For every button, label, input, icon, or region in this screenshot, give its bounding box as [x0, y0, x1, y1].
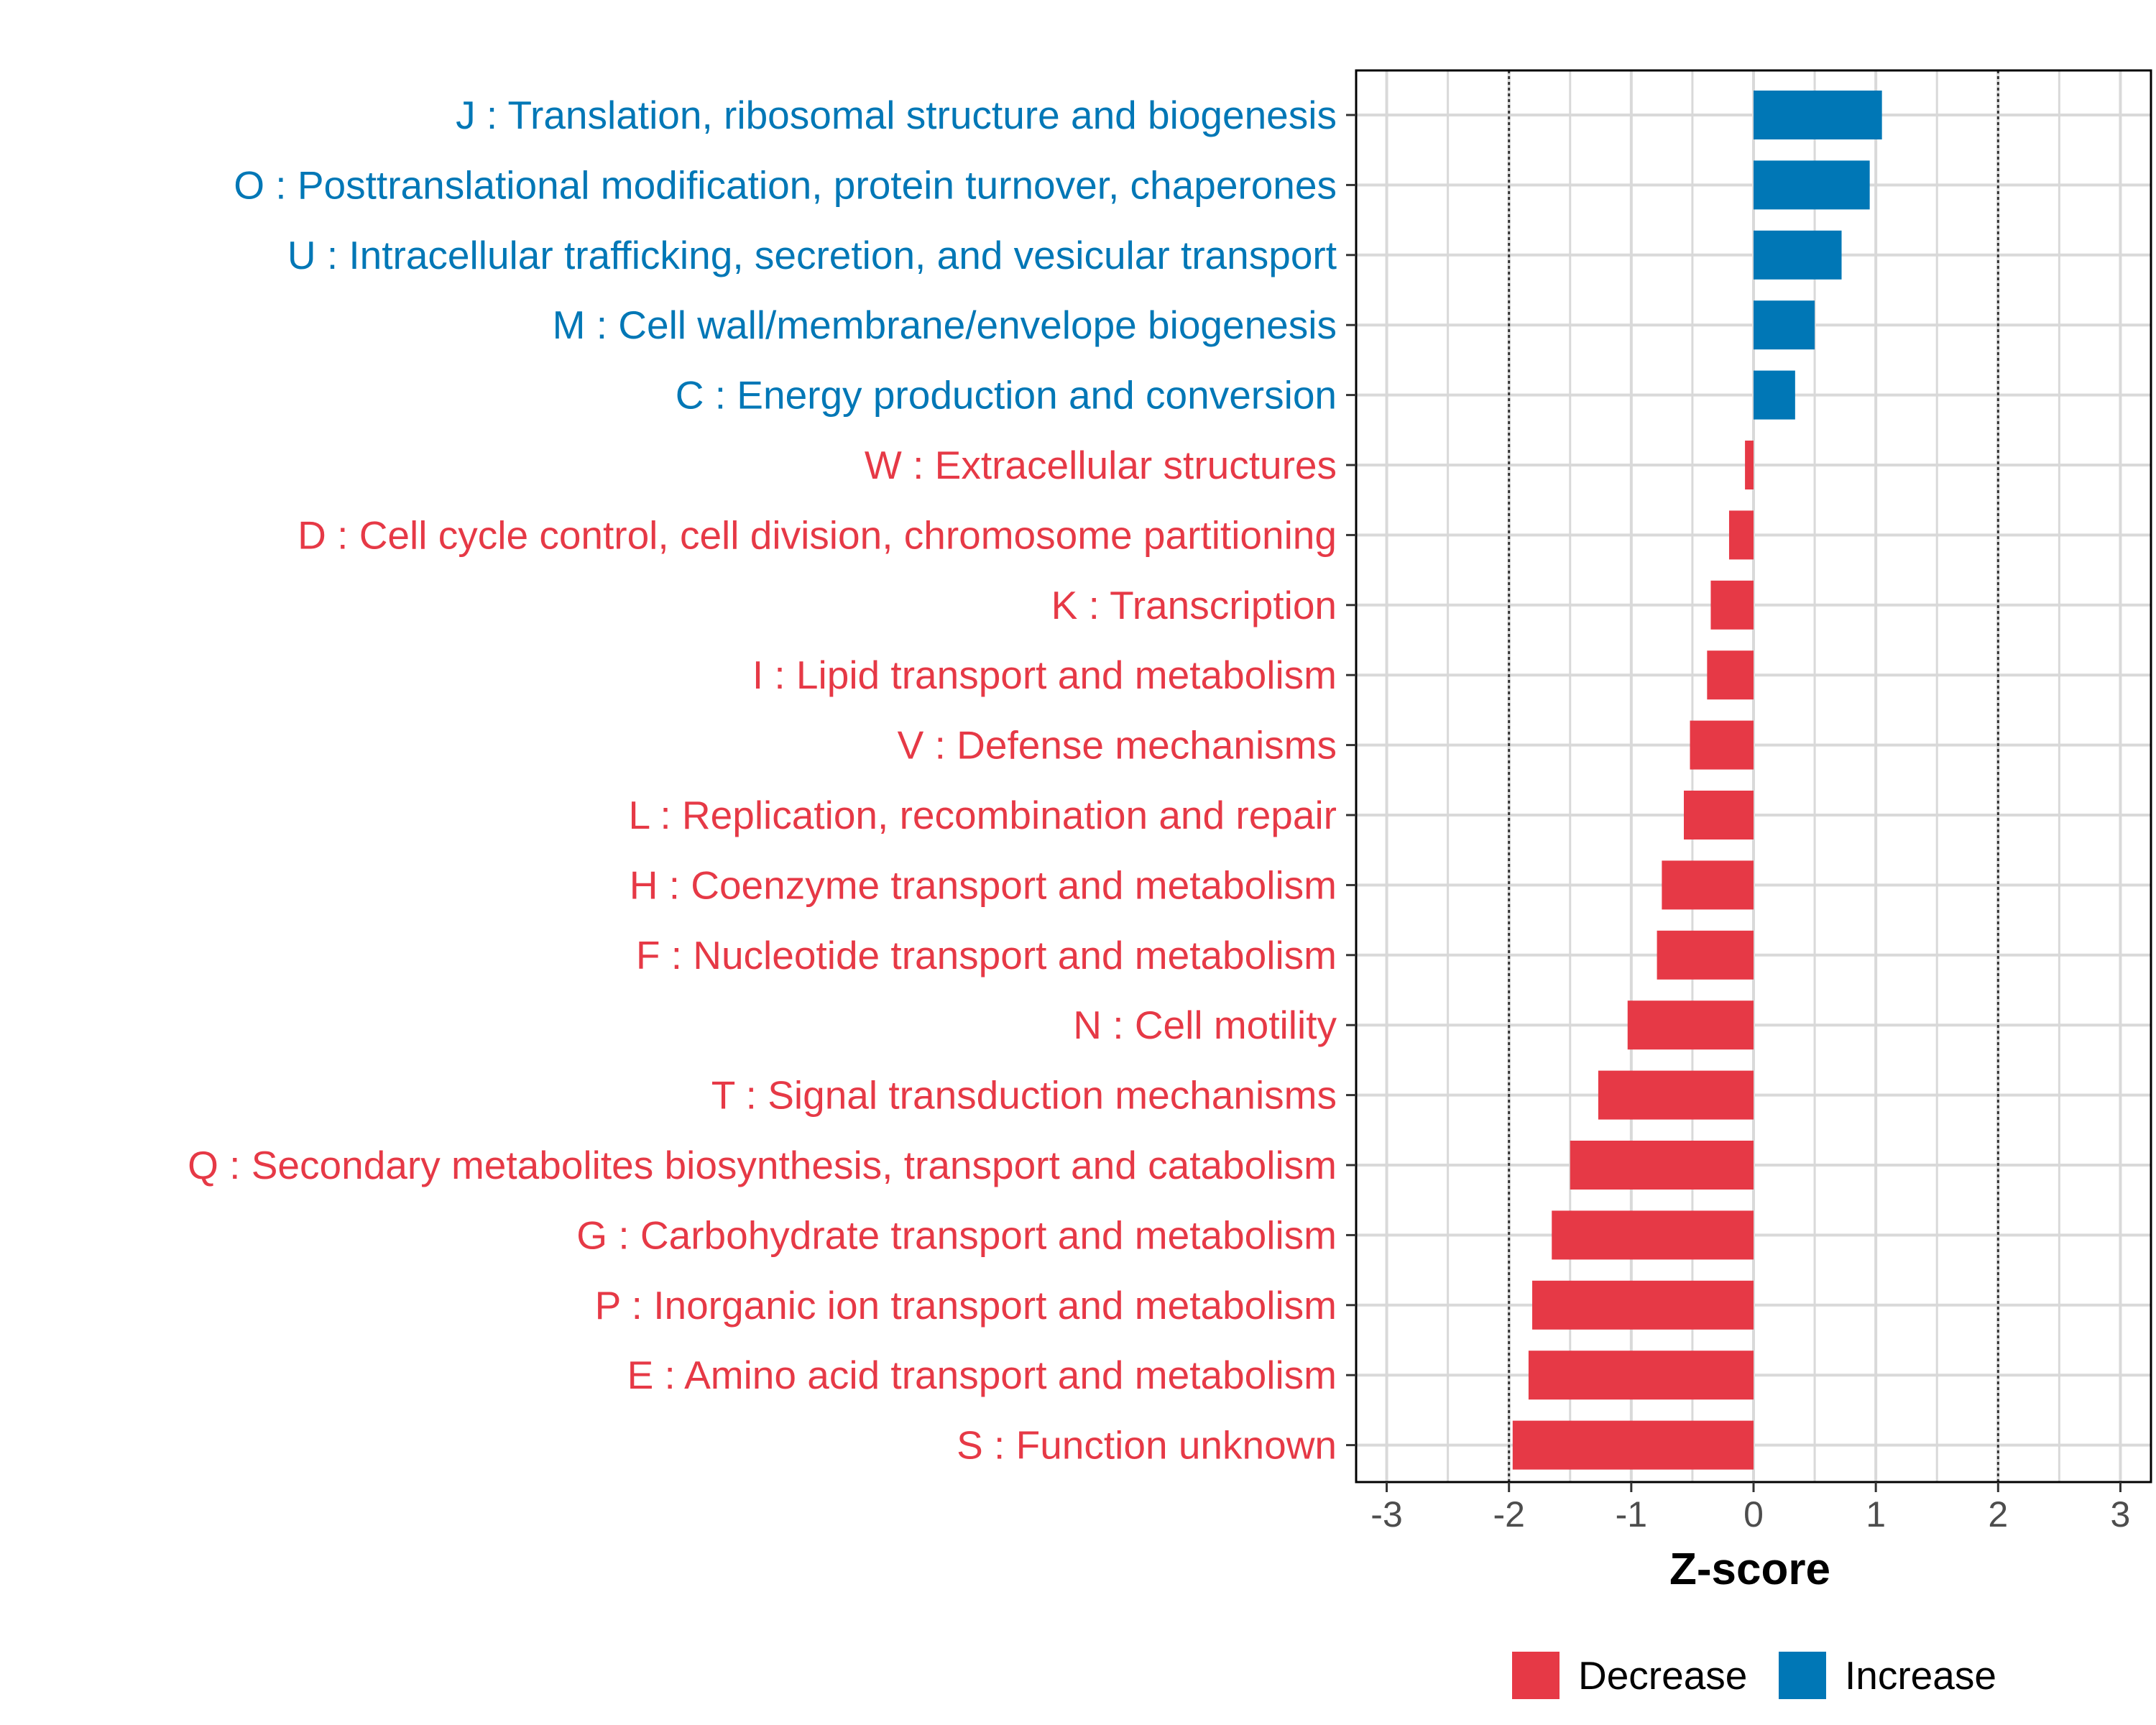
grid-layer — [1356, 70, 2151, 1482]
bar — [1528, 1351, 1754, 1400]
bar — [1754, 370, 1795, 420]
y-tick-label: D : Cell cycle control, cell division, c… — [298, 512, 1337, 557]
bar — [1690, 720, 1754, 770]
bar — [1754, 300, 1815, 350]
y-tick-label: V : Defense mechanisms — [898, 723, 1337, 768]
bar — [1754, 91, 1882, 139]
x-axis-ticks: -3 -2 -1 0 1 2 3 — [1370, 1482, 2130, 1535]
x-axis-title: Z-score — [1669, 1545, 1830, 1594]
legend: Decrease Increase — [1512, 1652, 1996, 1699]
bar — [1710, 580, 1754, 630]
x-tick-label: -1 — [1616, 1494, 1647, 1535]
y-tick-label: L : Replication, recombination and repai… — [629, 793, 1337, 837]
bar — [1707, 650, 1754, 700]
y-tick-label: N : Cell motility — [1073, 1003, 1337, 1047]
x-tick-label: 2 — [1988, 1494, 2008, 1535]
x-tick-label: -2 — [1493, 1494, 1524, 1535]
legend-swatch — [1779, 1652, 1826, 1699]
bars-layer — [1512, 91, 1882, 1470]
bar — [1657, 930, 1754, 980]
y-tick-label: O : Posttranslational modification, prot… — [234, 162, 1337, 207]
y-tick-label: K : Transcription — [1051, 583, 1337, 627]
bar — [1754, 230, 1842, 280]
legend-label: Decrease — [1578, 1653, 1747, 1698]
x-tick-label: -3 — [1370, 1494, 1402, 1535]
bar — [1627, 1000, 1754, 1050]
bar — [1512, 1420, 1754, 1470]
y-tick-label: G : Carbohydrate transport and metabolis… — [576, 1213, 1337, 1257]
bar — [1745, 441, 1754, 489]
x-tick-label: 3 — [2111, 1494, 2131, 1535]
y-tick-label: I : Lipid transport and metabolism — [752, 653, 1337, 697]
bar — [1754, 160, 1870, 210]
y-tick-label: H : Coenzyme transport and metabolism — [630, 862, 1337, 907]
y-tick-label: U : Intracellular trafficking, secretion… — [287, 233, 1337, 277]
bar — [1728, 510, 1754, 560]
x-tick-label: 1 — [1866, 1494, 1886, 1535]
legend-swatch — [1512, 1652, 1560, 1699]
y-tick-label: M : Cell wall/membrane/envelope biogenes… — [553, 303, 1337, 347]
y-tick-label: Q : Secondary metabolites biosynthesis, … — [188, 1143, 1337, 1187]
bar — [1552, 1210, 1754, 1260]
bar — [1570, 1141, 1754, 1190]
y-tick-label: T : Signal transduction mechanisms — [711, 1073, 1337, 1118]
bar — [1532, 1280, 1754, 1330]
x-tick-label: 0 — [1743, 1494, 1764, 1535]
y-tick-label: C : Energy production and conversion — [676, 373, 1337, 418]
y-tick-label: P : Inorganic ion transport and metaboli… — [595, 1283, 1337, 1328]
y-tick-label: S : Function unknown — [957, 1423, 1337, 1468]
legend-label: Increase — [1845, 1653, 1996, 1698]
y-tick-label: J : Translation, ribosomal structure and… — [456, 93, 1337, 137]
y-tick-label: W : Extracellular structures — [865, 443, 1337, 487]
y-tick-label: F : Nucleotide transport and metabolism — [636, 933, 1337, 978]
y-axis-ticks: J : Translation, ribosomal structure and… — [188, 93, 1356, 1468]
bar — [1598, 1070, 1754, 1120]
y-tick-label: E : Amino acid transport and metabolism — [627, 1353, 1337, 1397]
bar — [1662, 860, 1754, 910]
bar — [1684, 791, 1754, 840]
